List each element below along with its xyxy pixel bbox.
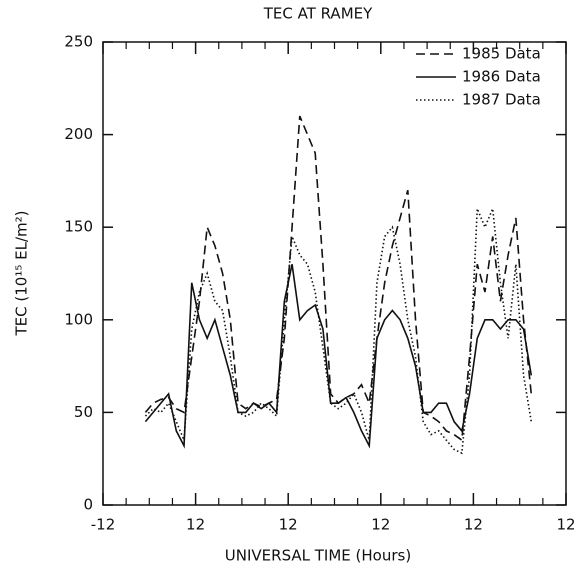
data-line: [144, 264, 533, 449]
y-tick-label: 200: [64, 125, 93, 143]
x-axis-label: UNIVERSAL TIME (Hours): [225, 547, 411, 565]
x-tick-label: 12: [186, 516, 205, 534]
x-tick-label: 12: [371, 516, 390, 534]
x-tick-label: 12: [556, 516, 575, 534]
legend-label: 1985 Data: [462, 45, 541, 63]
x-tick-label: 12: [279, 516, 298, 534]
y-axis-label: TEC (10¹⁵ EL/m²): [13, 211, 31, 337]
legend-label: 1987 Data: [462, 91, 541, 109]
y-tick-label: 50: [74, 403, 93, 421]
chart-title: TEC AT RAMEY: [263, 5, 373, 23]
x-tick-label: 12: [464, 516, 483, 534]
legend-label: 1986 Data: [462, 68, 541, 86]
y-tick-label: 0: [83, 496, 93, 514]
y-tick-label: 100: [64, 310, 93, 328]
y-tick-label: 250: [64, 33, 93, 51]
data-line: [144, 208, 533, 455]
y-tick-label: 150: [64, 218, 93, 236]
x-tick-label: -12: [91, 516, 116, 534]
